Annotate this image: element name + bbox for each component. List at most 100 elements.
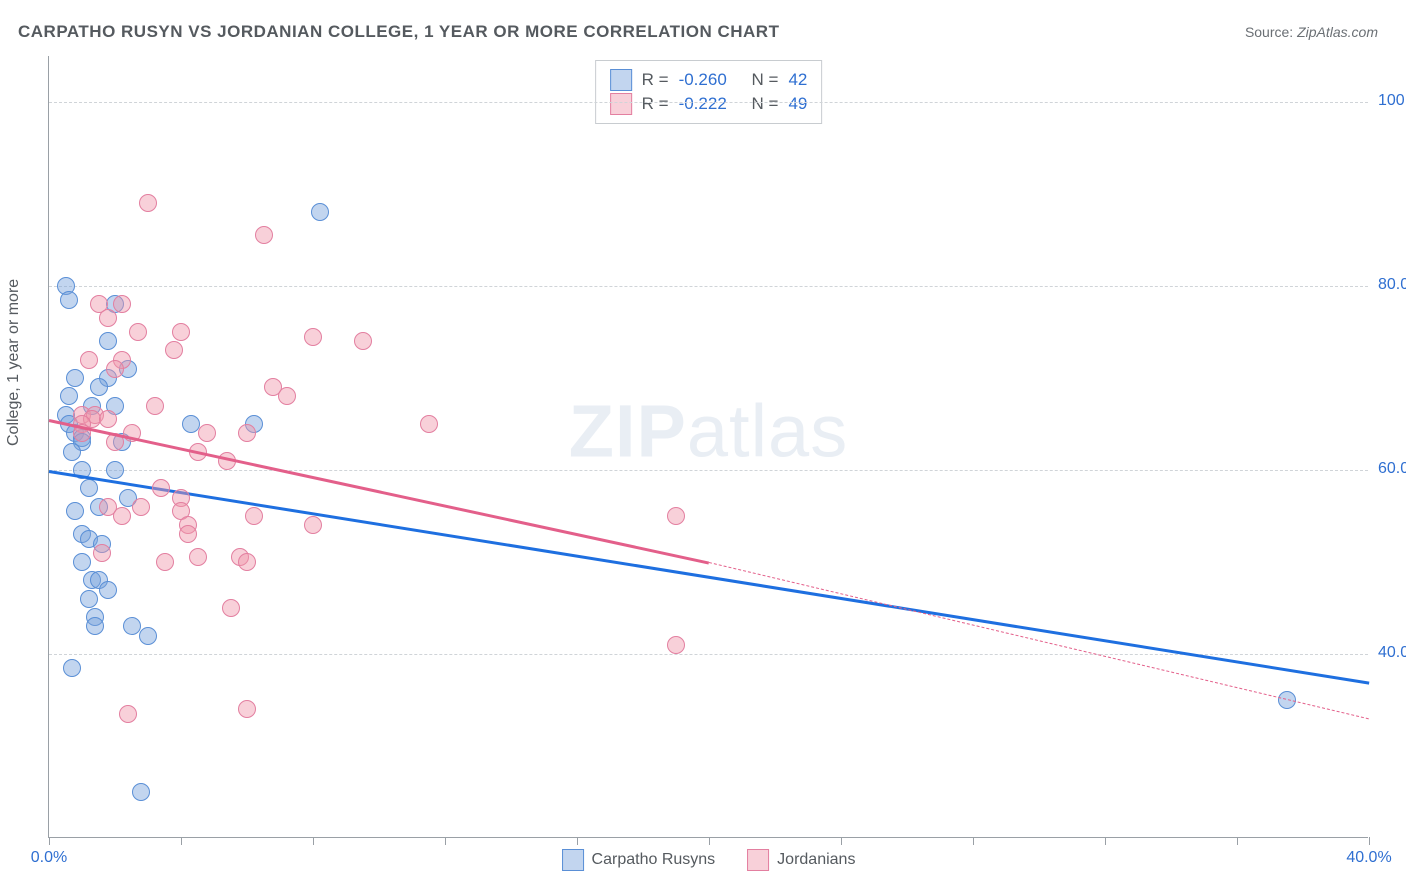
- data-point-jordanian: [304, 328, 322, 346]
- data-point-jordanian: [152, 479, 170, 497]
- data-point-jordanian: [420, 415, 438, 433]
- series-legend: Carpatho Rusyns Jordanians: [562, 849, 856, 871]
- x-tick: [1369, 837, 1370, 845]
- data-point-jordanian: [129, 323, 147, 341]
- r-label: R =: [642, 94, 669, 114]
- data-point-jordanian: [238, 424, 256, 442]
- y-axis-label: College, 1 year or more: [5, 279, 23, 446]
- n-label: N =: [752, 70, 779, 90]
- n-value: 49: [788, 94, 807, 114]
- watermark: ZIPatlas: [569, 388, 848, 473]
- x-tick: [313, 837, 314, 845]
- trend-line-dash-jordanian: [709, 562, 1369, 719]
- stat-row-jordanian: R = -0.222 N = 49: [610, 93, 808, 115]
- data-point-carpatho: [99, 581, 117, 599]
- data-point-jordanian: [156, 553, 174, 571]
- data-point-jordanian: [189, 548, 207, 566]
- data-point-jordanian: [238, 700, 256, 718]
- gridline: [49, 102, 1368, 103]
- swatch-carpatho: [562, 849, 584, 871]
- n-value: 42: [788, 70, 807, 90]
- data-point-jordanian: [99, 309, 117, 327]
- data-point-carpatho: [66, 369, 84, 387]
- swatch-jordanian: [747, 849, 769, 871]
- x-tick-label: 0.0%: [31, 849, 67, 867]
- y-tick-label: 40.0%: [1370, 644, 1406, 662]
- source-label: Source:: [1245, 24, 1293, 40]
- data-point-jordanian: [245, 507, 263, 525]
- y-tick-label: 80.0%: [1370, 276, 1406, 294]
- data-point-jordanian: [667, 507, 685, 525]
- n-label: N =: [752, 94, 779, 114]
- data-point-jordanian: [119, 705, 137, 723]
- legend-item-jordanian: Jordanians: [747, 849, 855, 871]
- gridline: [49, 470, 1368, 471]
- data-point-carpatho: [90, 378, 108, 396]
- gridline: [49, 654, 1368, 655]
- data-point-jordanian: [222, 599, 240, 617]
- data-point-jordanian: [255, 226, 273, 244]
- source-value: ZipAtlas.com: [1297, 24, 1378, 40]
- data-point-carpatho: [139, 627, 157, 645]
- data-point-jordanian: [238, 553, 256, 571]
- r-value: -0.260: [679, 70, 727, 90]
- swatch-carpatho: [610, 69, 632, 91]
- chart-title: CARPATHO RUSYN VS JORDANIAN COLLEGE, 1 Y…: [18, 22, 779, 42]
- data-point-jordanian: [165, 341, 183, 359]
- x-tick: [1105, 837, 1106, 845]
- y-tick-label: 100.0%: [1370, 92, 1406, 110]
- trend-line-carpatho: [49, 470, 1369, 685]
- data-point-jordanian: [179, 525, 197, 543]
- data-point-jordanian: [93, 544, 111, 562]
- data-point-carpatho: [86, 617, 104, 635]
- source-attribution: Source: ZipAtlas.com: [1245, 24, 1378, 40]
- data-point-jordanian: [132, 498, 150, 516]
- data-point-carpatho: [182, 415, 200, 433]
- r-value: -0.222: [679, 94, 727, 114]
- data-point-jordanian: [113, 507, 131, 525]
- x-tick: [445, 837, 446, 845]
- x-tick: [973, 837, 974, 845]
- legend-label: Jordanians: [777, 851, 855, 869]
- data-point-carpatho: [63, 659, 81, 677]
- data-point-jordanian: [99, 410, 117, 428]
- x-tick: [841, 837, 842, 845]
- swatch-jordanian: [610, 93, 632, 115]
- x-tick: [181, 837, 182, 845]
- x-tick: [49, 837, 50, 845]
- correlation-stats-legend: R = -0.260 N = 42 R = -0.222 N = 49: [595, 60, 823, 124]
- data-point-carpatho: [80, 590, 98, 608]
- data-point-jordanian: [667, 636, 685, 654]
- data-point-carpatho: [60, 291, 78, 309]
- x-tick: [577, 837, 578, 845]
- watermark-light: atlas: [687, 389, 848, 472]
- data-point-jordanian: [172, 323, 190, 341]
- data-point-jordanian: [106, 360, 124, 378]
- correlation-chart: CARPATHO RUSYN VS JORDANIAN COLLEGE, 1 Y…: [0, 0, 1406, 892]
- legend-item-carpatho: Carpatho Rusyns: [562, 849, 716, 871]
- trend-line-jordanian: [49, 419, 710, 565]
- data-point-jordanian: [354, 332, 372, 350]
- data-point-carpatho: [80, 479, 98, 497]
- data-point-carpatho: [123, 617, 141, 635]
- data-point-carpatho: [132, 783, 150, 801]
- legend-label: Carpatho Rusyns: [592, 851, 716, 869]
- data-point-carpatho: [66, 502, 84, 520]
- x-tick-label: 40.0%: [1346, 849, 1391, 867]
- data-point-carpatho: [63, 443, 81, 461]
- gridline: [49, 286, 1368, 287]
- data-point-carpatho: [99, 332, 117, 350]
- data-point-carpatho: [311, 203, 329, 221]
- data-point-jordanian: [278, 387, 296, 405]
- data-point-carpatho: [73, 553, 91, 571]
- y-tick-label: 60.0%: [1370, 460, 1406, 478]
- data-point-carpatho: [60, 387, 78, 405]
- stat-row-carpatho: R = -0.260 N = 42: [610, 69, 808, 91]
- data-point-carpatho: [106, 461, 124, 479]
- data-point-jordanian: [113, 295, 131, 313]
- data-point-jordanian: [304, 516, 322, 534]
- data-point-jordanian: [198, 424, 216, 442]
- r-label: R =: [642, 70, 669, 90]
- watermark-bold: ZIP: [569, 389, 687, 472]
- x-tick: [709, 837, 710, 845]
